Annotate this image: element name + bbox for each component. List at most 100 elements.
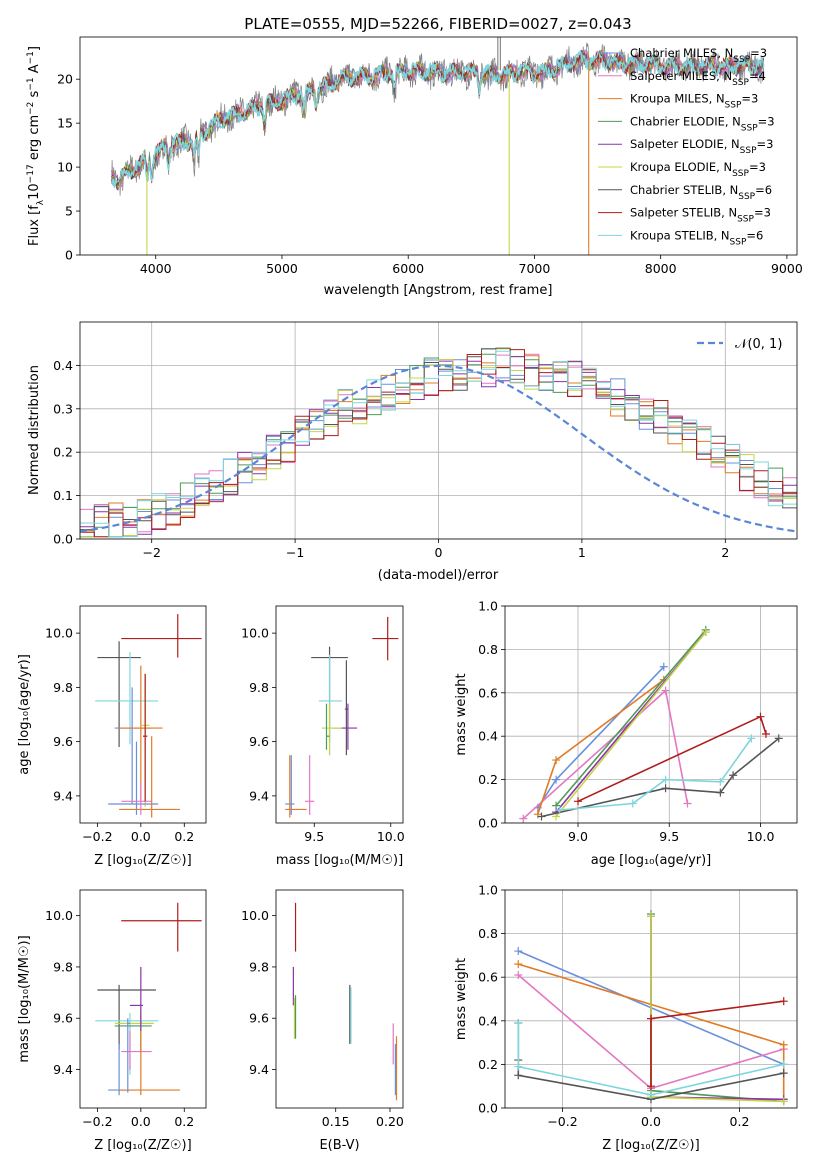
x-tick-label: 0.2	[174, 829, 194, 844]
x-tick-label: 0.2	[174, 1114, 194, 1129]
y-tick-label: 10.0	[45, 626, 73, 641]
x-axis-label: (data-model)/error	[378, 568, 499, 583]
series-marker	[659, 662, 668, 671]
x-tick-label: 7000	[519, 261, 551, 276]
label-part: Chabrier STELIB, N	[630, 183, 738, 197]
panel-age_vs_mass: 9.5 10.0 9.4 9.6 9.8 10.0 mass [log₁₀(M/M☉)]	[241, 605, 405, 868]
series-marker	[514, 960, 523, 969]
label-part: −1	[26, 51, 36, 64]
y-tick-label: 9.6	[53, 734, 73, 749]
plot-area	[95, 614, 202, 818]
x-tick-label: 0.20	[376, 1114, 404, 1129]
label-part: Flux [f	[27, 205, 42, 246]
y-tick-label: 20	[57, 72, 73, 87]
axes-frame	[79, 889, 207, 1109]
plot-area	[80, 322, 797, 539]
y-tick-label: 1.0	[478, 883, 498, 898]
label-part: λ	[36, 199, 46, 205]
series-line	[650, 914, 784, 1103]
histogram-step	[80, 350, 797, 539]
panel-residual_histogram: −2 −1 0 1 2 0.0 0.1 0.2 0.3 0.4 (data-model)/error…	[27, 321, 798, 583]
y-tick-label: 0.8	[478, 926, 498, 941]
x-tick-label: −1	[286, 545, 304, 560]
x-tick-label: 5000	[266, 261, 298, 276]
series-marker	[533, 810, 542, 819]
y-tick-label: 0.2	[478, 1057, 498, 1072]
x-axis-label: wavelength [Angstrom, rest frame]	[324, 283, 553, 298]
plot-area	[285, 616, 399, 818]
series-marker	[779, 997, 788, 1006]
label-part: SSP	[725, 101, 742, 111]
y-tick-label: 0.6	[478, 970, 498, 985]
label-part: Chabrier MILES, N	[630, 46, 733, 60]
y-tick-label: 0.0	[478, 816, 498, 831]
x-tick-label: 9000	[771, 261, 803, 276]
x-tick-label: −0.2	[82, 829, 112, 844]
legend-entry: Kroupa STELIB, NSSP=6	[630, 228, 763, 247]
series-marker	[779, 1040, 788, 1049]
legend-entry: Chabrier MILES, NSSP=3	[630, 46, 767, 65]
y-tick-label: 0.8	[478, 642, 498, 657]
series-marker	[701, 628, 710, 637]
label-part: SSP	[732, 78, 749, 88]
plot-area	[95, 902, 202, 1096]
x-axis-label: E(B-V)	[319, 1138, 359, 1153]
series-marker	[729, 771, 738, 780]
x-tick-label: 2	[721, 545, 729, 560]
y-tick-label: 0	[65, 248, 73, 263]
x-tick-label: 6000	[392, 261, 424, 276]
series-line	[555, 629, 707, 807]
y-tick-label: 9.8	[53, 680, 73, 695]
series-marker	[552, 756, 561, 765]
label-part: erg cm	[27, 115, 42, 164]
x-tick-label: 9.0	[568, 829, 588, 844]
label-part: Chabrier ELODIE, N	[630, 114, 741, 128]
axes-frame	[504, 605, 798, 824]
label-part: SSP	[732, 169, 749, 179]
y-tick-label: 0.2	[53, 445, 73, 460]
y-axis-label: age [log₁₀(age/yr)]	[17, 654, 32, 775]
label-part: ]	[27, 46, 42, 51]
spectrum-model-line	[111, 49, 765, 188]
y-axis-label: Normed distribution	[27, 365, 42, 495]
y-axis-label: mass weight	[454, 673, 469, 755]
label-part: =3	[757, 137, 774, 151]
x-tick-label: −0.2	[547, 1114, 577, 1129]
x-tick-label: 9.5	[304, 829, 324, 844]
series-marker	[761, 730, 770, 739]
x-tick-label: 10.0	[377, 829, 405, 844]
series-line	[650, 1000, 784, 1087]
axes-frame	[79, 605, 207, 824]
y-tick-label: 9.8	[249, 959, 269, 974]
y-tick-label: 0.1	[53, 488, 73, 503]
series-marker	[514, 1071, 523, 1080]
series-marker	[537, 812, 546, 821]
y-tick-label: 9.8	[53, 959, 73, 974]
x-axis-label: age [log₁₀(age/yr)]	[591, 853, 712, 868]
legend-entry: Chabrier ELODIE, NSSP=3	[630, 114, 775, 133]
legend-entry: Salpeter MILES, NSSP=4	[630, 69, 766, 88]
series-marker	[514, 1018, 523, 1027]
y-axis-label: mass weight	[454, 958, 469, 1040]
label-part: 10	[27, 183, 42, 200]
series-marker	[756, 712, 765, 721]
y-tick-label: 0.4	[478, 1013, 498, 1028]
x-tick-label: −2	[142, 545, 160, 560]
x-axis-label: Z [log₁₀(Z/Z☉)]	[94, 1138, 191, 1153]
label-part: SSP	[730, 237, 747, 247]
label-part: SSP	[741, 123, 758, 133]
x-tick-label: 9.5	[659, 829, 679, 844]
y-tick-label: 10.0	[241, 626, 269, 641]
y-tick-label: 0.0	[53, 532, 73, 547]
y-tick-label: 0.0	[478, 1101, 498, 1116]
panel-mass_vs_Z: −0.2 0.0 0.2 9.4 9.6 9.8 10.0 Z [log₁₀(Z/Z☉)] ma…	[17, 889, 207, 1153]
series-marker	[552, 775, 561, 784]
plot-area	[292, 902, 398, 1101]
series-marker	[628, 799, 637, 808]
legend-entry: Salpeter STELIB, NSSP=3	[630, 206, 771, 225]
y-axis-label: mass [log₁₀(M/M☉)]	[17, 935, 32, 1062]
gaussian-curve	[80, 364, 797, 533]
y-tick-label: 10	[57, 160, 73, 175]
